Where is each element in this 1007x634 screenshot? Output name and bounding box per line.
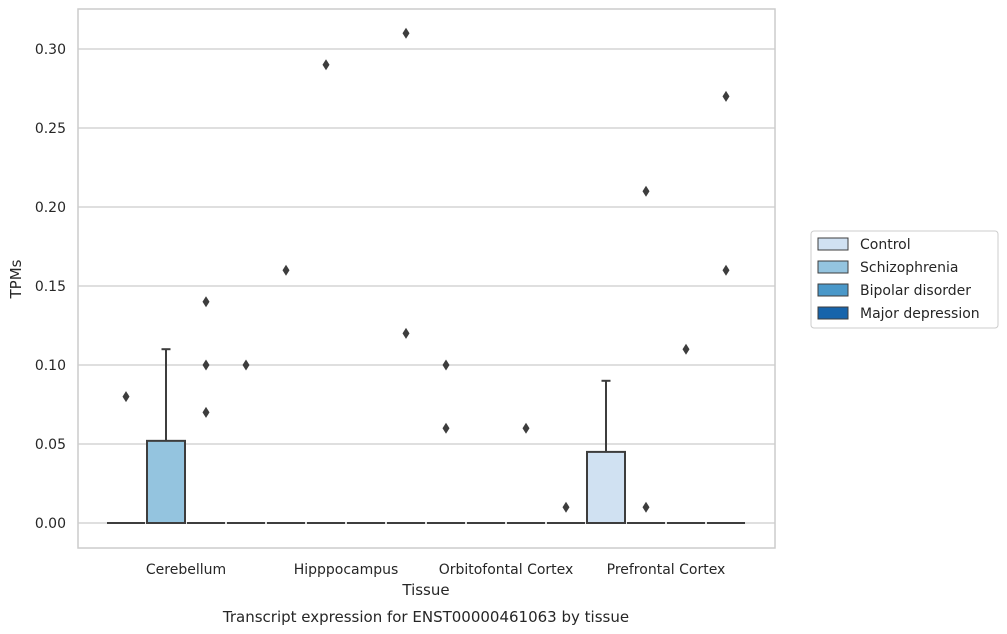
legend-swatch	[817, 260, 849, 274]
legend-frame	[810, 230, 999, 329]
outlier-point	[522, 422, 530, 434]
y-tick-label: 0.30	[35, 42, 66, 58]
chart-caption: Transcript expression for ENST0000046106…	[222, 608, 629, 626]
legend-label: Control	[860, 237, 911, 253]
x-tick-label: Orbitofontal Cortex	[439, 562, 574, 578]
y-tick-label: 0.10	[35, 358, 66, 374]
legend-label: Schizophrenia	[860, 260, 958, 276]
box	[146, 439, 186, 524]
y-tick-labels: 0.00 0.05 0.10 0.15 0.20 0.25 0.30	[35, 42, 66, 532]
outlier-marks	[122, 27, 730, 513]
y-axis-label: TPMs	[7, 259, 25, 299]
outlier-point	[402, 27, 410, 39]
y-tick-label: 0.05	[35, 437, 66, 453]
x-tick-labels: Cerebellum Hipppocampus Orbitofontal Corte…	[146, 562, 725, 578]
outlier-point	[122, 391, 130, 403]
y-tick-label: 0.15	[35, 279, 66, 295]
legend-swatch	[817, 283, 849, 297]
outlier-point	[722, 264, 730, 276]
outlier-point	[682, 343, 690, 355]
outlier-point	[562, 501, 570, 513]
x-tick-label: Prefrontal Cortex	[607, 562, 726, 578]
y-tick-label: 0.25	[35, 121, 66, 137]
legend-label: Bipolar disorder	[860, 283, 971, 299]
plot-area-frame	[77, 8, 776, 549]
legend-label: Major depression	[860, 306, 980, 322]
x-axis-label: Tissue	[401, 581, 449, 599]
box-marks	[107, 348, 745, 524]
legend-swatch	[817, 306, 849, 320]
outlier-point	[642, 185, 650, 197]
outlier-point	[202, 359, 210, 371]
outlier-point	[202, 296, 210, 308]
box	[586, 450, 626, 524]
grid-lines	[78, 48, 775, 524]
outlier-point	[442, 359, 450, 371]
outlier-point	[722, 90, 730, 102]
x-tick-label: Cerebellum	[146, 562, 226, 578]
outlier-point	[642, 501, 650, 513]
outlier-point	[202, 406, 210, 418]
outlier-point	[322, 59, 330, 71]
legend-swatch	[817, 237, 849, 251]
outlier-point	[282, 264, 290, 276]
outlier-point	[242, 359, 250, 371]
outlier-point	[442, 422, 450, 434]
y-tick-label: 0.00	[35, 516, 66, 532]
y-tick-label: 0.20	[35, 200, 66, 216]
outlier-point	[402, 327, 410, 339]
x-tick-label: Hipppocampus	[294, 562, 399, 578]
legend: Control Schizophrenia Bipolar disorder Majo…	[810, 230, 999, 329]
